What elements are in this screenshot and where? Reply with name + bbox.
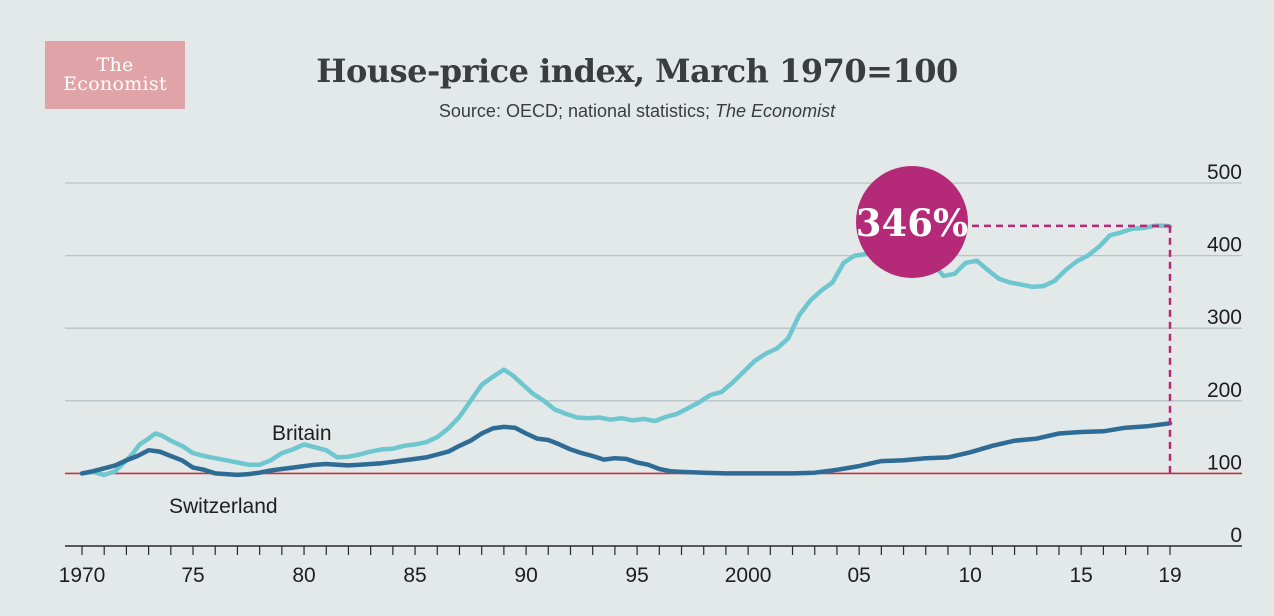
subtitle-source: Source: OECD; national statistics; [438, 101, 716, 121]
series-label-switzerland: Switzerland [169, 495, 278, 518]
chart-title: House-price index, March 1970=100 [316, 52, 958, 90]
x-tick-label: 2000 [725, 564, 772, 587]
y-tick-label: 400 [1207, 234, 1242, 257]
x-tick-label: 75 [181, 564, 204, 587]
x-tick-label: 90 [514, 564, 537, 587]
logo-line2: Economist [63, 73, 167, 95]
series-label-britain: Britain [272, 422, 332, 445]
series-line-switzerland [79, 421, 1173, 478]
y-tick-label: 500 [1207, 161, 1242, 184]
x-tick-label: 10 [958, 564, 981, 587]
x-tick-label: 1970 [59, 564, 106, 587]
subtitle-publication: The Economist [715, 101, 836, 121]
logo-line1: The [96, 54, 134, 76]
chart-subtitle: Source: OECD; national statistics; The E… [0, 101, 1274, 122]
x-tick-label: 85 [403, 564, 426, 587]
x-tick-label: 05 [847, 564, 870, 587]
y-tick-label: 0 [1230, 524, 1242, 547]
callout-label: 346% [856, 201, 968, 245]
series-line-britain [79, 223, 1173, 478]
y-tick-label: 100 [1207, 451, 1242, 474]
x-tick-label: 19 [1158, 564, 1181, 587]
callout-bubble [856, 166, 968, 278]
economist-logo: The Economist [45, 41, 185, 109]
x-tick-label: 80 [292, 564, 315, 587]
y-tick-label: 300 [1207, 306, 1242, 329]
y-tick-label: 200 [1207, 379, 1242, 402]
x-tick-label: 95 [625, 564, 648, 587]
x-tick-label: 15 [1070, 564, 1093, 587]
